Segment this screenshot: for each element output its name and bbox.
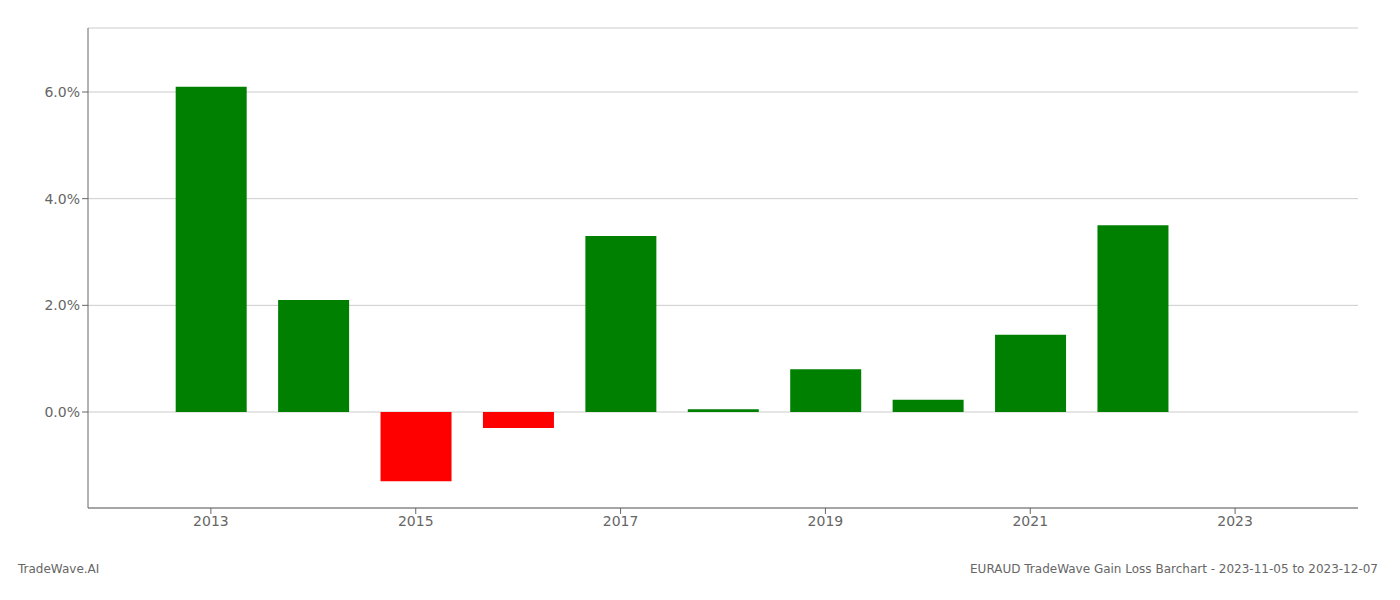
svg-text:4.0%: 4.0% xyxy=(44,191,80,207)
svg-text:2.0%: 2.0% xyxy=(44,297,80,313)
svg-text:2023: 2023 xyxy=(1217,513,1253,529)
svg-text:2019: 2019 xyxy=(808,513,844,529)
html-text:EURAUD TradeWave Gain Loss Bar: EURAUD TradeWave Gain Loss Barchart - 20… xyxy=(970,562,1378,576)
svg-text:2015: 2015 xyxy=(398,513,434,529)
svg-text:2017: 2017 xyxy=(603,513,639,529)
html-text:TradeWave.AI: TradeWave.AI xyxy=(18,562,100,576)
svg-text:0.0%: 0.0% xyxy=(44,404,80,420)
svg-text:6.0%: 6.0% xyxy=(44,84,80,100)
svg-text:2013: 2013 xyxy=(193,513,229,529)
svg-text:2021: 2021 xyxy=(1012,513,1048,529)
